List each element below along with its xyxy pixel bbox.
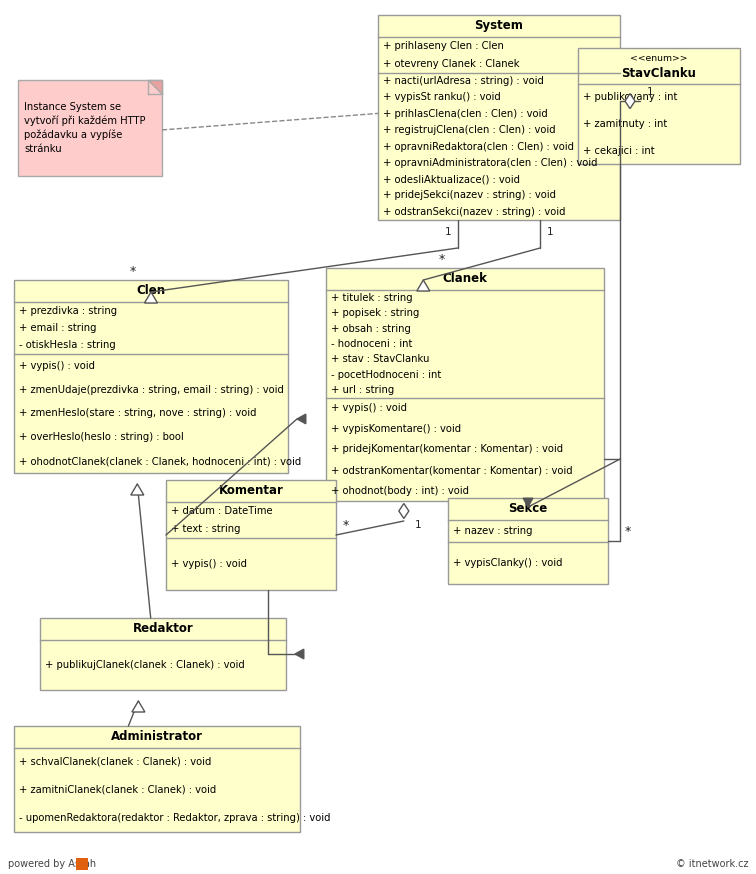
- Text: + zmenHeslo(stare : string, nove : string) : void: + zmenHeslo(stare : string, nove : strin…: [19, 408, 256, 419]
- Bar: [76, 858, 88, 870]
- Text: + opravniRedaktora(clen : Clen) : void: + opravniRedaktora(clen : Clen) : void: [383, 142, 574, 151]
- Text: System: System: [475, 19, 523, 32]
- Polygon shape: [132, 701, 145, 712]
- Text: - otiskHesla : string: - otiskHesla : string: [19, 340, 116, 350]
- Text: + datum : DateTime: + datum : DateTime: [171, 506, 273, 516]
- Text: + opravniAdministratora(clen : Clen) : void: + opravniAdministratora(clen : Clen) : v…: [383, 158, 597, 168]
- Polygon shape: [399, 503, 409, 518]
- Bar: [14, 726, 300, 832]
- Text: + odesliAktualizace() : void: + odesliAktualizace() : void: [383, 174, 520, 184]
- Text: Sekce: Sekce: [508, 503, 547, 516]
- Text: + vypis() : void: + vypis() : void: [331, 403, 407, 413]
- Text: 1: 1: [646, 87, 653, 97]
- Text: © itnetwork.cz: © itnetwork.cz: [676, 859, 748, 869]
- Text: <<enum>>: <<enum>>: [631, 54, 688, 63]
- Text: Instance System se
vytvoří při každém HTTP
požádavku a vypíše
stránku: Instance System se vytvoří při každém HT…: [24, 102, 145, 154]
- Polygon shape: [131, 484, 144, 495]
- Text: + vypis() : void: + vypis() : void: [171, 559, 247, 569]
- Text: Komentar: Komentar: [218, 484, 284, 497]
- Text: *: *: [130, 266, 136, 279]
- Polygon shape: [625, 94, 635, 108]
- Text: + pridejSekci(nazev : string) : void: + pridejSekci(nazev : string) : void: [383, 191, 556, 200]
- Text: + nazev : string: + nazev : string: [453, 526, 532, 536]
- Text: Clanek: Clanek: [442, 273, 488, 286]
- Bar: [326, 268, 604, 501]
- Text: + vypis() : void: + vypis() : void: [19, 361, 95, 371]
- Text: + nacti(urlAdresa : string) : void: + nacti(urlAdresa : string) : void: [383, 76, 544, 87]
- Bar: [578, 48, 740, 164]
- Text: + otevreny Clanek : Clanek: + otevreny Clanek : Clanek: [383, 59, 519, 69]
- Polygon shape: [144, 292, 157, 303]
- Text: Redaktor: Redaktor: [132, 622, 194, 635]
- Text: + registrujClena(clen : Clen) : void: + registrujClena(clen : Clen) : void: [383, 125, 556, 135]
- Bar: [40, 618, 286, 690]
- Bar: [378, 15, 620, 220]
- Text: + overHeslo(heslo : string) : bool: + overHeslo(heslo : string) : bool: [19, 433, 184, 442]
- Text: + zmenUdaje(prezdivka : string, email : string) : void: + zmenUdaje(prezdivka : string, email : …: [19, 385, 283, 395]
- Polygon shape: [295, 649, 304, 659]
- Text: *: *: [343, 519, 349, 532]
- Text: - upomenRedaktora(redaktor : Redaktor, zprava : string) : void: - upomenRedaktora(redaktor : Redaktor, z…: [19, 813, 330, 823]
- Bar: [166, 480, 336, 590]
- Polygon shape: [148, 80, 162, 94]
- Text: + prihlasClena(clen : Clen) : void: + prihlasClena(clen : Clen) : void: [383, 109, 548, 119]
- Text: + url : string: + url : string: [331, 385, 394, 395]
- Text: + publikovany : int: + publikovany : int: [583, 93, 677, 102]
- Text: + ohodnotClanek(clanek : Clanek, hodnoceni : int) : void: + ohodnotClanek(clanek : Clanek, hodnoce…: [19, 456, 301, 466]
- Text: Clen: Clen: [136, 285, 166, 297]
- Text: 1: 1: [414, 520, 421, 530]
- Text: Administrator: Administrator: [111, 731, 203, 744]
- Text: + text : string: + text : string: [171, 524, 240, 534]
- Text: 1: 1: [445, 227, 451, 237]
- Text: + schvalClanek(clanek : Clanek) : void: + schvalClanek(clanek : Clanek) : void: [19, 757, 212, 767]
- Text: + prezdivka : string: + prezdivka : string: [19, 306, 117, 316]
- Bar: [448, 498, 608, 584]
- Text: + email : string: + email : string: [19, 323, 97, 333]
- Text: + ohodnot(body : int) : void: + ohodnot(body : int) : void: [331, 486, 469, 496]
- Polygon shape: [523, 498, 533, 507]
- Text: *: *: [438, 253, 445, 267]
- Text: - hodnoceni : int: - hodnoceni : int: [331, 339, 412, 349]
- Text: + popisek : string: + popisek : string: [331, 309, 420, 318]
- Text: + zamitnuty : int: + zamitnuty : int: [583, 119, 668, 129]
- Bar: [14, 280, 288, 473]
- Text: + publikujClanek(clanek : Clanek) : void: + publikujClanek(clanek : Clanek) : void: [45, 660, 245, 670]
- Text: + zamitniClanek(clanek : Clanek) : void: + zamitniClanek(clanek : Clanek) : void: [19, 785, 216, 795]
- Text: powered by Astah: powered by Astah: [8, 859, 96, 869]
- Text: + stav : StavClanku: + stav : StavClanku: [331, 355, 429, 364]
- Text: + vypisSt ranku() : void: + vypisSt ranku() : void: [383, 93, 500, 102]
- Text: StavClanku: StavClanku: [621, 67, 696, 80]
- Text: 1: 1: [547, 227, 553, 237]
- Text: + pridejKomentar(komentar : Komentar) : void: + pridejKomentar(komentar : Komentar) : …: [331, 445, 563, 454]
- Text: + odstranKomentar(komentar : Komentar) : void: + odstranKomentar(komentar : Komentar) :…: [331, 465, 572, 475]
- Polygon shape: [417, 280, 430, 291]
- Text: *: *: [625, 524, 631, 538]
- Text: + titulek : string: + titulek : string: [331, 293, 413, 302]
- Text: + odstranSekci(nazev : string) : void: + odstranSekci(nazev : string) : void: [383, 207, 565, 217]
- Polygon shape: [297, 414, 305, 424]
- Text: + vypisClanky() : void: + vypisClanky() : void: [453, 558, 562, 568]
- Text: + obsah : string: + obsah : string: [331, 323, 411, 334]
- Text: + cekajici : int: + cekajici : int: [583, 146, 655, 156]
- Text: + prihlaseny Clen : Clen: + prihlaseny Clen : Clen: [383, 41, 504, 51]
- Text: + vypisKomentare() : void: + vypisKomentare() : void: [331, 424, 461, 434]
- Bar: [18, 80, 162, 176]
- Text: - pocetHodnoceni : int: - pocetHodnoceni : int: [331, 370, 442, 380]
